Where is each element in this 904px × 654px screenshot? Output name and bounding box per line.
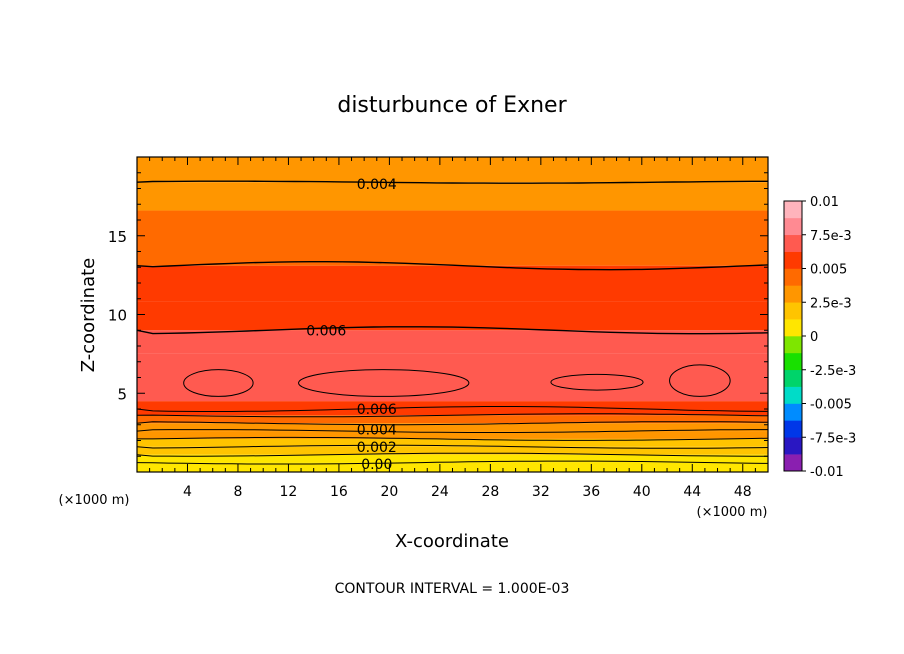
contour-line-6: [136, 413, 769, 418]
colorbar-swatch-14: [784, 217, 802, 236]
x-tick-label-40: 40: [633, 484, 651, 500]
colorbar-swatch-5: [784, 369, 802, 387]
shaded-band-1: [137, 454, 768, 463]
colorbar-tick-label-0: 0.01: [810, 195, 839, 210]
contour-label-5: 0.00: [361, 457, 392, 473]
shaded-band-8: [137, 401, 768, 409]
contour-line-4: [136, 429, 768, 433]
x-axis-label: X-coordinate: [395, 531, 509, 552]
colorbar-swatch-2: [784, 420, 802, 438]
maximum-cell-1: [298, 369, 470, 397]
contour-line-2: [136, 444, 769, 449]
colorbar-swatch-8: [784, 319, 802, 337]
shaded-band-12: [137, 265, 768, 302]
colorbar-tick-label-2: 0.005: [810, 263, 847, 278]
contour-line-3: [137, 436, 769, 441]
shaded-band-6: [137, 415, 768, 424]
colorbar-tick-label-8: -0.01: [810, 465, 844, 480]
x-tick-label-16: 16: [330, 484, 348, 500]
colorbar-swatch-0: [784, 454, 802, 472]
shaded-band-3: [137, 438, 768, 447]
colorbar-swatch-15: [784, 201, 802, 219]
colorbar-tick-label-5: -2.5e-3: [810, 364, 856, 379]
colorbar-swatch-4: [784, 386, 802, 404]
x-tick-label-12: 12: [280, 484, 298, 500]
maximum-cell-2: [550, 373, 644, 391]
y-axis-unit-label: (×1000 m): [59, 493, 130, 508]
y-tick-label-10: 10: [108, 307, 127, 325]
shaded-band-7: [137, 409, 768, 416]
shaded-band-14: [137, 182, 768, 211]
colorbar-tick-label-1: 7.5e-3: [810, 229, 852, 244]
colorbar-swatch-3: [784, 403, 802, 421]
y-axis-label: Z-coordinate: [78, 258, 99, 373]
shaded-band-4: [137, 431, 768, 439]
colorbar-swatch-10: [784, 285, 802, 303]
shaded-band-0: [137, 462, 768, 472]
contour-interval-footer: CONTOUR INTERVAL = 1.000E-03: [335, 581, 570, 597]
colorbar-swatch-13: [784, 234, 802, 252]
shaded-band-15: [137, 157, 768, 183]
shaded-band-13: [137, 210, 768, 266]
contour-line-8: [136, 326, 769, 335]
contour-label-4: 0.002: [357, 440, 397, 456]
shaded-band-11: [137, 301, 768, 331]
y-axis-ticks: 5 10 15: [108, 228, 127, 404]
colorbar-tick-label-4: 0: [810, 330, 818, 345]
x-tick-label-48: 48: [734, 484, 752, 500]
colorbar-swatch-12: [784, 251, 802, 269]
x-axis-unit-label: (×1000 m): [697, 505, 768, 520]
y-tick-label-15: 15: [108, 228, 127, 246]
colorbar-tick-label-7: -7.5e-3: [810, 431, 856, 446]
contour-line-5: [136, 421, 769, 426]
colorbar: 0.01 7.5e-3 0.005 2.5e-3 0 -2.5e-3 -0.005 -7.5e…: [783, 195, 856, 480]
contour-label-3: 0.004: [357, 422, 397, 438]
colorbar-swatch-7: [784, 336, 802, 354]
colorbar-swatch-1: [784, 437, 802, 455]
contour-label-0: 0.004: [357, 177, 397, 193]
contour-line-1: [136, 452, 768, 457]
maximum-cell-3: [669, 364, 731, 397]
shaded-band-5: [137, 423, 768, 432]
contour-label-2: 0.006: [357, 402, 397, 418]
colorbar-swatch-6: [784, 352, 802, 371]
x-tick-label-44: 44: [683, 484, 701, 500]
contour-line-10: [136, 180, 768, 184]
x-tick-label-20: 20: [380, 484, 398, 500]
shaded-band-2: [137, 446, 768, 455]
chart-title: disturbunce of Exner: [337, 93, 567, 118]
colorbar-swatch-9: [784, 302, 802, 320]
x-axis-ticks: 4 8 12 16 20 24 28 32 36 40 44 48: [183, 484, 752, 500]
colorbar-tick-label-6: -0.005: [810, 398, 852, 413]
maximum-cell-0: [183, 369, 254, 397]
y-tick-label-5: 5: [117, 385, 127, 403]
contour-line-0: [136, 460, 769, 465]
colorbar-tick-label-3: 2.5e-3: [810, 296, 852, 311]
x-tick-label-28: 28: [481, 484, 499, 500]
x-tick-label-36: 36: [582, 484, 600, 500]
contour-line-9: [136, 261, 769, 271]
contour-label-1: 0.006: [306, 323, 346, 339]
colorbar-swatch-11: [784, 268, 802, 286]
x-tick-label-32: 32: [532, 484, 550, 500]
shaded-band-10: [137, 330, 768, 354]
x-tick-label-24: 24: [431, 484, 449, 500]
contour-line-7: [136, 406, 769, 412]
x-tick-label-4: 4: [183, 484, 192, 500]
x-tick-label-8: 8: [233, 484, 242, 500]
